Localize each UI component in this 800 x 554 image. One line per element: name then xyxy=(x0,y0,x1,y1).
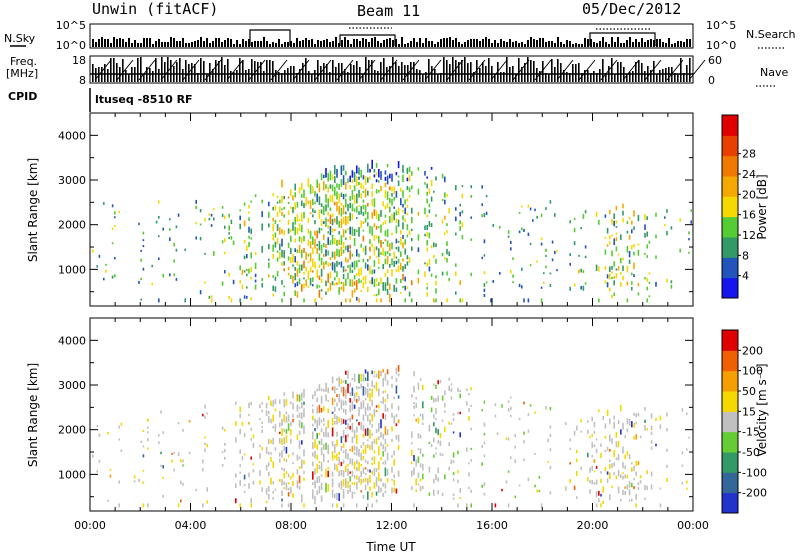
velocity-x-axis: 00:00 04:00 08:00 12:00 16:00 20:00 00:00 xyxy=(74,318,709,532)
nsky-tick-bottom: 10^0 xyxy=(56,39,86,52)
colorbar-tick-label: 28 xyxy=(742,148,756,161)
power-scatter xyxy=(92,159,692,303)
y-tick-label: 1000 xyxy=(58,468,86,481)
power-y-label: Slant Range [km] xyxy=(26,158,40,262)
freq-tick-bottom: 8 xyxy=(79,74,86,87)
power-colorbar-label: Power [dB] xyxy=(755,174,769,239)
colorbar-tick-label: 50 xyxy=(742,385,756,398)
freq-label-2: [MHz] xyxy=(6,67,38,80)
x-tick-label: 12:00 xyxy=(376,519,408,532)
colorbar-tick-label: 16 xyxy=(742,209,756,222)
x-tick-label: 08:00 xyxy=(275,519,307,532)
power-x-ticks xyxy=(89,113,694,306)
colorbar-tick-label: 12 xyxy=(742,229,756,242)
nave-label: Nave xyxy=(760,66,788,79)
cpid-label: CPID xyxy=(8,90,37,103)
y-tick-label: 4000 xyxy=(58,334,86,347)
nsky-label: N.Sky xyxy=(4,32,36,45)
freq-bars xyxy=(90,57,706,82)
radar-title: Unwin (fitACF) xyxy=(92,0,218,18)
colorbar-tick-label: 8 xyxy=(742,249,749,262)
x-tick-label: 20:00 xyxy=(577,519,609,532)
x-tick-label: 00:00 xyxy=(74,519,106,532)
velocity-y-axis: 1000 2000 3000 4000 xyxy=(58,317,693,498)
colorbar-tick-label: -100 xyxy=(742,466,767,479)
nsearch-tick-top: 10^5 xyxy=(706,19,736,32)
nsearch-tick-bottom: 10^0 xyxy=(706,39,736,52)
power-colorbar: 4 8 12 16 20 24 28 xyxy=(721,114,756,299)
y-tick-label: 3000 xyxy=(58,379,86,392)
y-tick-label: 2000 xyxy=(58,219,86,232)
power-y-axis: 1000 2000 3000 4000 xyxy=(58,112,693,293)
beam-title: Beam 11 xyxy=(357,2,420,20)
y-tick-label: 4000 xyxy=(58,129,86,142)
nsearch-label: N.Search xyxy=(746,28,796,41)
colorbar-tick-label: 200 xyxy=(742,344,763,357)
nsky-tick-top: 10^5 xyxy=(56,19,86,32)
colorbar-tick-label: -200 xyxy=(742,487,767,500)
velocity-colorbar: 200 100 50 15 -15 -50 -100 -200 xyxy=(721,329,767,514)
freq-label-1: Freq. xyxy=(10,55,37,68)
nsky-bars xyxy=(92,27,691,47)
nave-tick-top: 60 xyxy=(708,54,722,67)
colorbar-tick-label: -50 xyxy=(742,446,760,459)
x-axis-label: Time UT xyxy=(365,540,416,554)
colorbar-tick-label: -15 xyxy=(742,426,760,439)
y-tick-label: 1000 xyxy=(58,263,86,276)
colorbar-tick-label: 20 xyxy=(742,188,756,201)
date-title: 05/Dec/2012 xyxy=(582,0,681,18)
freq-tick-top: 18 xyxy=(72,54,86,67)
colorbar-tick-label: 4 xyxy=(742,270,749,283)
colorbar-tick-label: 15 xyxy=(742,405,756,418)
power-panel-frame xyxy=(89,112,694,307)
velocity-colorbar-label: Velocity [m s⁻¹] xyxy=(755,363,769,456)
nsky-strip-frame xyxy=(89,23,694,49)
freq-strip-frame xyxy=(89,55,694,84)
y-tick-label: 3000 xyxy=(58,174,86,187)
y-tick-label: 2000 xyxy=(58,424,86,437)
velocity-y-label: Slant Range [km] xyxy=(26,363,40,467)
velocity-scatter xyxy=(92,364,690,508)
x-tick-label: 00:00 xyxy=(677,519,709,532)
colorbar-tick-label: 24 xyxy=(742,168,756,181)
colorbar-tick-label: 100 xyxy=(742,365,763,378)
x-tick-label: 16:00 xyxy=(476,519,508,532)
nave-tick-bottom: 0 xyxy=(708,74,715,87)
cpid-text: ltuseq -8510 RF xyxy=(95,93,193,106)
x-tick-label: 04:00 xyxy=(175,519,207,532)
